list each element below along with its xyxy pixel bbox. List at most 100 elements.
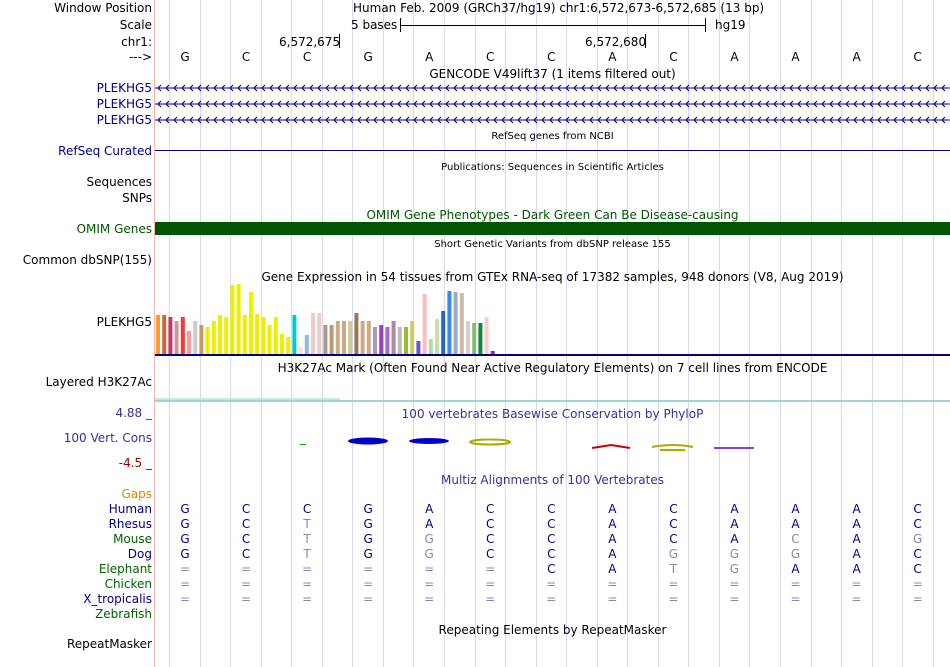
gtex-bar[interactable] xyxy=(435,319,439,354)
gtex-bar[interactable] xyxy=(441,311,446,354)
gtex-bar[interactable] xyxy=(224,317,229,354)
gtex-bar[interactable] xyxy=(348,321,353,354)
gtex-bar[interactable] xyxy=(466,321,470,354)
gtex-bar[interactable] xyxy=(373,327,377,354)
gtex-bar[interactable] xyxy=(218,315,222,354)
gtex-bar[interactable] xyxy=(354,313,359,354)
gtex-bar[interactable] xyxy=(410,321,415,354)
gtex-bar[interactable] xyxy=(391,321,396,354)
gtex-gene-label[interactable]: PLEKHG5 xyxy=(96,315,152,329)
scale-label: Scale xyxy=(119,18,152,32)
gtex-title: Gene Expression in 54 tissues from GTEx … xyxy=(261,270,844,284)
alignment-base: = xyxy=(485,592,496,606)
gtex-bar[interactable] xyxy=(379,325,384,354)
refseq-transcript-line[interactable] xyxy=(155,150,950,151)
species-label[interactable]: Rhesus xyxy=(108,517,152,531)
alignment-base: A xyxy=(791,562,800,576)
gtex-bar[interactable] xyxy=(156,315,160,354)
gtex-bar[interactable] xyxy=(447,291,452,354)
conservation-logo[interactable] xyxy=(155,434,950,454)
publications-snps-label[interactable]: SNPs xyxy=(122,191,152,205)
gtex-bar[interactable] xyxy=(187,331,191,354)
omim-phenotype-bar[interactable] xyxy=(155,222,950,235)
gtex-bar[interactable] xyxy=(416,341,421,354)
gtex-bar[interactable] xyxy=(311,313,315,354)
grid-line xyxy=(535,0,537,667)
gtex-bar[interactable] xyxy=(292,315,297,354)
window-position-value[interactable]: Human Feb. 2009 (GRCh37/hg19) chr1:6,572… xyxy=(353,1,765,15)
gtex-bar[interactable] xyxy=(490,351,495,354)
gtex-bar[interactable] xyxy=(168,317,173,354)
gtex-bar[interactable] xyxy=(329,325,334,354)
gtex-bar[interactable] xyxy=(335,321,340,354)
gtex-bar[interactable] xyxy=(286,337,291,354)
gtex-bar[interactable] xyxy=(366,321,371,354)
gtex-bar[interactable] xyxy=(174,321,179,354)
gtex-bar[interactable] xyxy=(199,325,204,354)
gtex-bar[interactable] xyxy=(249,292,253,354)
gtex-bar[interactable] xyxy=(205,327,210,354)
gtex-bar[interactable] xyxy=(255,314,260,354)
sequence-base: C xyxy=(241,50,251,64)
gtex-bar[interactable] xyxy=(453,292,458,354)
species-label[interactable]: Human xyxy=(108,502,152,516)
gencode-gene-label-1[interactable]: PLEKHG5 xyxy=(96,81,152,95)
gtex-bar[interactable] xyxy=(342,321,346,354)
gtex-bar[interactable] xyxy=(211,321,216,354)
gtex-bar[interactable] xyxy=(242,315,247,354)
gtex-bar[interactable] xyxy=(385,327,390,354)
gtex-bar[interactable] xyxy=(397,327,402,354)
gaps-label[interactable]: Gaps xyxy=(121,487,152,501)
species-label[interactable]: Chicken xyxy=(104,577,152,591)
gtex-bar[interactable] xyxy=(273,317,278,354)
alignment-base: = xyxy=(729,592,740,606)
gtex-bar[interactable] xyxy=(162,315,167,354)
gtex-bar[interactable] xyxy=(230,285,235,354)
sequence-base: A xyxy=(608,50,617,64)
gtex-bar[interactable] xyxy=(298,347,303,354)
alignment-base: C xyxy=(791,532,800,546)
sequence-base: A xyxy=(852,50,861,64)
repeatmasker-label[interactable]: RepeatMasker xyxy=(66,637,152,651)
publications-sequences-label[interactable]: Sequences xyxy=(86,175,152,189)
gencode-transcript-2[interactable] xyxy=(155,97,950,111)
gtex-bar[interactable] xyxy=(478,323,483,354)
alignment-base: C xyxy=(547,502,556,516)
h3k27ac-signal[interactable] xyxy=(155,400,950,402)
gtex-bar[interactable] xyxy=(180,317,185,354)
gtex-bar[interactable] xyxy=(317,313,322,354)
sequence-base: A xyxy=(730,50,739,64)
gtex-bar[interactable] xyxy=(323,325,328,354)
conservation-label[interactable]: 100 Vert. Cons xyxy=(63,431,152,445)
refseq-label[interactable]: RefSeq Curated xyxy=(58,144,152,158)
gtex-bar[interactable] xyxy=(304,335,309,354)
gencode-gene-label-2[interactable]: PLEKHG5 xyxy=(96,97,152,111)
species-label[interactable]: X_tropicalis xyxy=(83,592,152,606)
gtex-bar[interactable] xyxy=(267,325,272,354)
gtex-bar[interactable] xyxy=(360,321,365,354)
species-label[interactable]: Elephant xyxy=(98,562,152,576)
gtex-bar[interactable] xyxy=(236,284,241,354)
gtex-bar[interactable] xyxy=(428,339,433,354)
gencode-gene-label-3[interactable]: PLEKHG5 xyxy=(96,113,152,127)
gtex-bar[interactable] xyxy=(280,334,284,354)
repeatmasker-title: Repeating Elements by RepeatMasker xyxy=(438,623,667,637)
gencode-transcript-3[interactable] xyxy=(155,113,950,127)
gtex-bar[interactable] xyxy=(261,317,266,354)
species-label[interactable]: Zebrafish xyxy=(95,607,152,621)
gencode-transcript-1[interactable] xyxy=(155,81,950,95)
dbsnp-label[interactable]: Common dbSNP(155) xyxy=(22,253,152,267)
alignment-base: = xyxy=(607,577,618,591)
grid-line xyxy=(749,0,751,667)
omim-label[interactable]: OMIM Genes xyxy=(76,222,152,236)
gtex-bar[interactable] xyxy=(193,321,198,354)
gtex-bar[interactable] xyxy=(422,294,427,354)
species-label[interactable]: Dog xyxy=(127,547,152,561)
gtex-bar[interactable] xyxy=(484,317,489,354)
gtex-bar[interactable] xyxy=(404,327,408,354)
species-label[interactable]: Mouse xyxy=(113,532,152,546)
h3k27ac-label[interactable]: Layered H3K27Ac xyxy=(45,375,152,389)
gtex-bar[interactable] xyxy=(472,323,477,354)
gtex-bar[interactable] xyxy=(459,293,464,354)
gtex-expression-chart[interactable] xyxy=(155,284,950,357)
